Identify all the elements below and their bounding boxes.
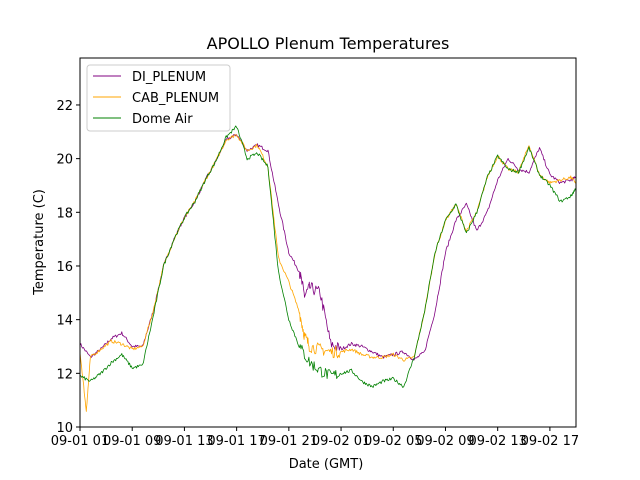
plot-frame	[79, 57, 577, 428]
x-tick-label-8: 09-02 13	[468, 434, 526, 449]
x-tick-label-1: 09-01 09	[103, 434, 161, 449]
x-tick-label-5: 09-02 01	[312, 434, 370, 449]
legend-label-2: Dome Air	[132, 112, 193, 127]
x-tick-label-9: 09-02 17	[521, 434, 579, 449]
legend: DI_PLENUM CAB_PLENUM Dome Air	[86, 64, 231, 132]
series-layer	[79, 125, 577, 412]
y-tick-label-5: 20	[56, 153, 73, 168]
x-tick-label-7: 09-02 09	[416, 434, 474, 449]
y-tick-label-4: 18	[56, 206, 73, 221]
y-axis-label: Temperature (C)	[32, 189, 47, 296]
x-tick-label-4: 09-01 21	[260, 434, 318, 449]
y-tick-label-2: 14	[56, 314, 73, 329]
y-tick-label-1: 12	[56, 367, 73, 382]
legend-label-0: DI_PLENUM	[132, 70, 206, 85]
x-axis-label: Date (GMT)	[289, 457, 364, 472]
x-tick-label-6: 09-02 05	[364, 434, 422, 449]
x-tick-label-0: 09-01 01	[51, 434, 109, 449]
y-tick-label-6: 22	[56, 99, 73, 114]
legend-box	[86, 64, 231, 132]
x-tick-label-2: 09-01 13	[155, 434, 213, 449]
y-tick-label-3: 16	[56, 260, 73, 275]
y-axis: 10 12 14 16 18 20 22	[56, 99, 80, 436]
series-line-dome-air	[79, 125, 577, 388]
chart-title: APOLLO Plenum Temperatures	[207, 34, 450, 53]
y-tick-label-0: 10	[56, 421, 73, 436]
legend-label-1: CAB_PLENUM	[132, 91, 219, 106]
x-tick-label-3: 09-01 17	[207, 434, 265, 449]
